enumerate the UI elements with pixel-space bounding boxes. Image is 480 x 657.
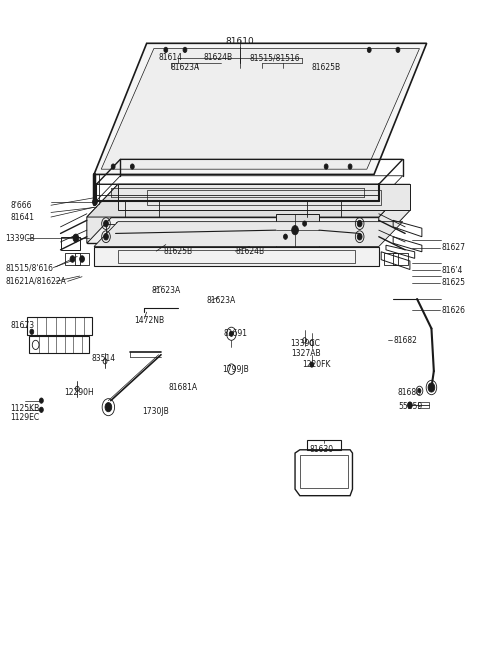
Circle shape — [164, 47, 168, 53]
Circle shape — [428, 383, 435, 392]
Text: 8'666: 8'666 — [10, 201, 32, 210]
Circle shape — [131, 164, 134, 170]
Text: 81623A: 81623A — [206, 296, 236, 305]
Text: 81691: 81691 — [223, 329, 247, 338]
Polygon shape — [276, 214, 319, 246]
Circle shape — [93, 198, 97, 205]
Text: 81623A: 81623A — [151, 286, 180, 295]
Text: 81630: 81630 — [309, 445, 334, 453]
Text: 81625B: 81625B — [312, 63, 341, 72]
Circle shape — [229, 331, 233, 336]
Circle shape — [408, 402, 412, 409]
Circle shape — [105, 403, 112, 412]
Text: 81625: 81625 — [441, 278, 465, 287]
Circle shape — [104, 220, 108, 227]
Text: 83514: 83514 — [92, 354, 116, 363]
Circle shape — [111, 164, 115, 170]
Text: 1472NB: 1472NB — [134, 316, 164, 325]
Polygon shape — [319, 223, 360, 238]
Text: 81686: 81686 — [398, 388, 422, 397]
Text: 81627: 81627 — [441, 243, 465, 252]
Text: 81673: 81673 — [10, 321, 35, 330]
Text: 55259: 55259 — [398, 402, 422, 411]
Circle shape — [39, 407, 43, 413]
Circle shape — [73, 234, 79, 242]
Text: 81515/81516: 81515/81516 — [249, 53, 300, 62]
Circle shape — [292, 225, 299, 235]
Polygon shape — [87, 184, 410, 217]
Circle shape — [357, 233, 362, 240]
Polygon shape — [87, 184, 118, 243]
Circle shape — [357, 220, 362, 227]
Circle shape — [70, 256, 75, 262]
Circle shape — [310, 362, 314, 367]
Text: 81625B: 81625B — [163, 246, 192, 256]
Polygon shape — [106, 223, 276, 238]
Circle shape — [303, 221, 307, 226]
Polygon shape — [379, 184, 410, 243]
Text: 81614: 81614 — [158, 53, 182, 62]
Polygon shape — [87, 217, 379, 243]
Circle shape — [324, 164, 328, 170]
Text: 81624B: 81624B — [235, 246, 264, 256]
Circle shape — [284, 234, 288, 239]
Circle shape — [104, 233, 108, 240]
Circle shape — [30, 329, 34, 334]
Text: 12290H: 12290H — [64, 388, 94, 397]
Text: 81515/8'616: 81515/8'616 — [5, 263, 53, 272]
Text: 81682: 81682 — [393, 336, 417, 345]
Polygon shape — [94, 221, 403, 246]
Text: 1339CC: 1339CC — [290, 339, 321, 348]
Polygon shape — [118, 184, 410, 210]
Polygon shape — [94, 246, 379, 266]
Text: 1339CB: 1339CB — [5, 234, 35, 243]
Polygon shape — [94, 43, 427, 174]
Text: 81626: 81626 — [441, 306, 465, 315]
Text: 1125KB: 1125KB — [10, 404, 39, 413]
Circle shape — [396, 47, 400, 53]
Text: 816'4: 816'4 — [441, 265, 462, 275]
Polygon shape — [101, 49, 420, 170]
Circle shape — [80, 256, 84, 262]
Text: 81610: 81610 — [226, 37, 254, 46]
Circle shape — [39, 398, 43, 403]
Circle shape — [418, 389, 421, 393]
Circle shape — [183, 47, 187, 53]
Text: 1129EC: 1129EC — [10, 413, 39, 422]
Text: 81621A/81622A: 81621A/81622A — [5, 277, 66, 286]
Text: 1327AB: 1327AB — [291, 349, 320, 358]
Text: 1220FK: 1220FK — [302, 360, 331, 369]
Circle shape — [348, 164, 352, 170]
Text: 81641: 81641 — [10, 213, 34, 221]
Text: 81623A: 81623A — [170, 63, 200, 72]
Circle shape — [367, 47, 371, 53]
Text: 81681A: 81681A — [168, 383, 197, 392]
Text: 1730JB: 1730JB — [142, 407, 168, 416]
Text: 1799JB: 1799JB — [222, 365, 249, 374]
Text: 81624B: 81624B — [204, 53, 233, 62]
